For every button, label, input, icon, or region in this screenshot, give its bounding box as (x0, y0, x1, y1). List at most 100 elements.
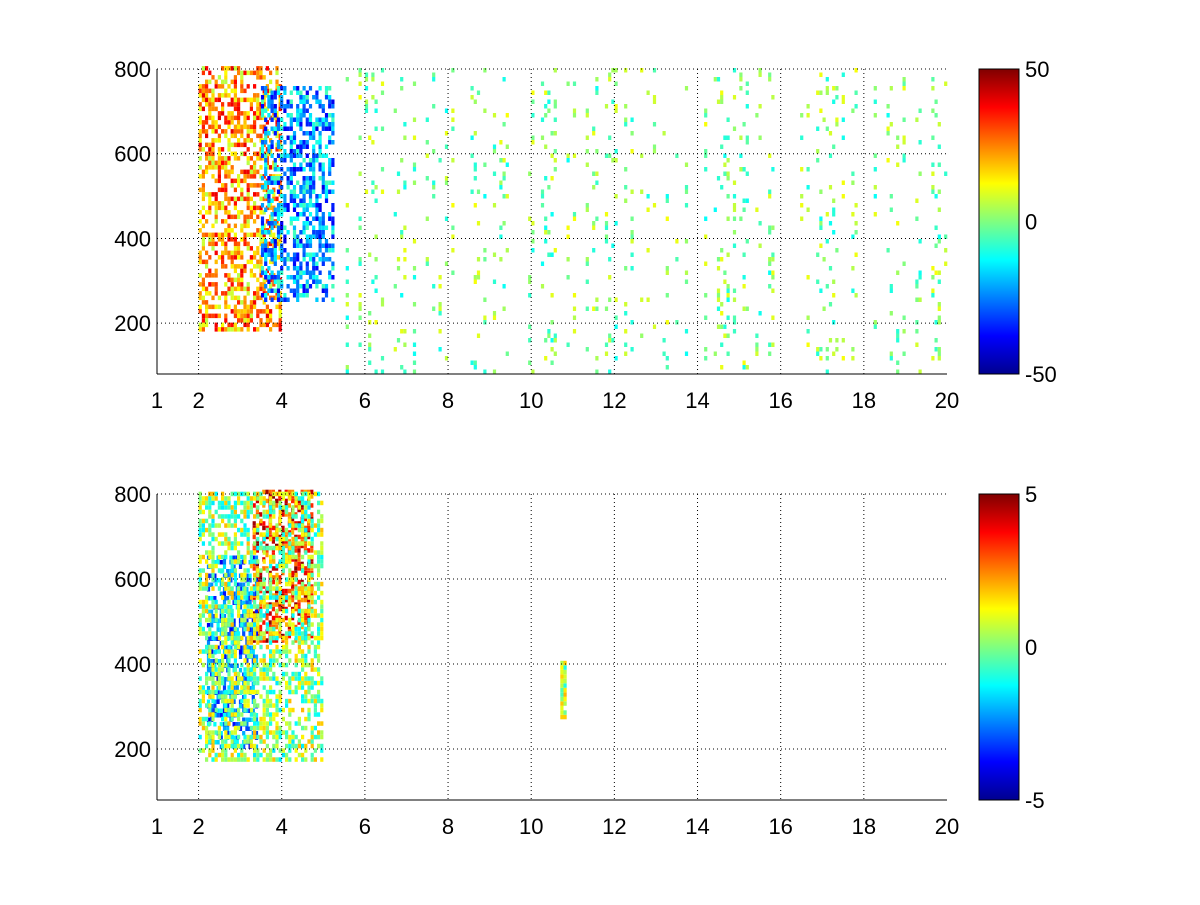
heatmap-cell (253, 671, 257, 677)
heatmap-cell (198, 586, 202, 591)
heatmap-cell (819, 356, 823, 361)
heatmap-cell (211, 734, 215, 740)
heatmap-cell (246, 698, 250, 704)
heatmap-cell (224, 79, 228, 85)
heatmap-cell (249, 563, 253, 569)
heatmap-cell (264, 230, 268, 235)
heatmap-cell (264, 108, 268, 113)
y-tick-label: 800 (114, 482, 151, 507)
heatmap-cell (771, 315, 775, 320)
heatmap-cell (198, 721, 202, 726)
heatmap-cell (253, 527, 257, 533)
heatmap-cell (310, 566, 314, 571)
heatmap-cell (572, 81, 577, 86)
heatmap-cell (260, 293, 265, 298)
heatmap-cell (259, 752, 263, 758)
heatmap-cell (237, 295, 241, 301)
heatmap-cell (221, 595, 225, 600)
heatmap-cell (281, 635, 285, 641)
heatmap-cell (269, 590, 273, 596)
heatmap-cell (242, 582, 246, 587)
heatmap-cell (259, 518, 263, 524)
heatmap-cell (328, 216, 332, 221)
heatmap-cell (246, 282, 250, 287)
heatmap-cell (245, 596, 249, 601)
heatmap-cell (227, 685, 231, 690)
heatmap-cell (238, 654, 243, 659)
heatmap-cell (331, 275, 335, 280)
heatmap-cell (302, 270, 306, 275)
heatmap-cell (246, 183, 250, 188)
heatmap-cell (380, 126, 385, 131)
heatmap-cell (205, 318, 209, 323)
heatmap-cell (253, 622, 257, 627)
heatmap-cell (245, 717, 249, 722)
heatmap-cell (273, 131, 277, 136)
heatmap-cell (292, 203, 297, 208)
heatmap-cell (269, 703, 273, 708)
heatmap-cell (289, 167, 293, 172)
heatmap-cell (652, 99, 657, 104)
heatmap-cell (269, 309, 273, 314)
heatmap-cell (240, 554, 244, 560)
heatmap-cell (267, 131, 271, 136)
heatmap-cell (291, 676, 295, 681)
heatmap-cell (214, 496, 218, 501)
heatmap-cell (739, 135, 743, 140)
heatmap-cell (499, 140, 503, 145)
heatmap-cell (253, 165, 257, 170)
heatmap-cell (230, 523, 234, 528)
heatmap-cell (302, 284, 306, 289)
heatmap-cell (280, 153, 284, 158)
heatmap-cell (283, 153, 287, 158)
heatmap-cell (272, 192, 276, 197)
heatmap-cell (227, 757, 231, 762)
heatmap-cell (294, 743, 298, 749)
heatmap-cell (318, 117, 322, 122)
heatmap-cell (243, 174, 247, 179)
heatmap-cell (233, 680, 237, 686)
heatmap-cell (265, 622, 269, 627)
heatmap-cell (412, 239, 417, 244)
heatmap-cell (288, 685, 292, 690)
heatmap-cell (221, 653, 225, 659)
heatmap-cell (240, 622, 244, 627)
heatmap-cell (896, 221, 900, 226)
heatmap-cell (726, 176, 730, 181)
heatmap-cell (205, 608, 209, 614)
heatmap-cell (270, 189, 274, 194)
heatmap-cell (592, 126, 596, 131)
heatmap-cell (245, 618, 249, 623)
heatmap-cell (240, 129, 244, 134)
heatmap-cell (262, 174, 266, 179)
heatmap-cell (269, 676, 273, 681)
heatmap-cell (221, 232, 225, 238)
heatmap-cell (213, 704, 217, 709)
heatmap-cell (732, 68, 737, 73)
heatmap-cell (205, 550, 209, 555)
heatmap-cell (262, 509, 266, 515)
heatmap-cell (278, 505, 282, 510)
heatmap-cell (249, 156, 253, 161)
heatmap-cell (604, 342, 609, 347)
heatmap-cell (249, 635, 253, 641)
heatmap-cell (230, 586, 234, 591)
heatmap-cell (201, 241, 205, 247)
heatmap-cell (217, 75, 221, 80)
heatmap-cell (473, 275, 477, 280)
heatmap-cell (217, 201, 221, 206)
heatmap-cell (233, 689, 237, 695)
heatmap-cell (665, 320, 669, 325)
heatmap-cell (227, 138, 231, 143)
heatmap-cell (285, 505, 289, 510)
heatmap-cell (227, 599, 231, 605)
heatmap-cell (324, 284, 329, 289)
heatmap-cell (259, 568, 263, 573)
heatmap-cell (233, 509, 237, 515)
heatmap-cell (224, 304, 228, 310)
heatmap-cell (278, 106, 282, 112)
heatmap-cell (240, 178, 244, 184)
heatmap-cell (233, 223, 237, 229)
heatmap-cell (595, 77, 599, 82)
heatmap-cell (303, 611, 307, 616)
